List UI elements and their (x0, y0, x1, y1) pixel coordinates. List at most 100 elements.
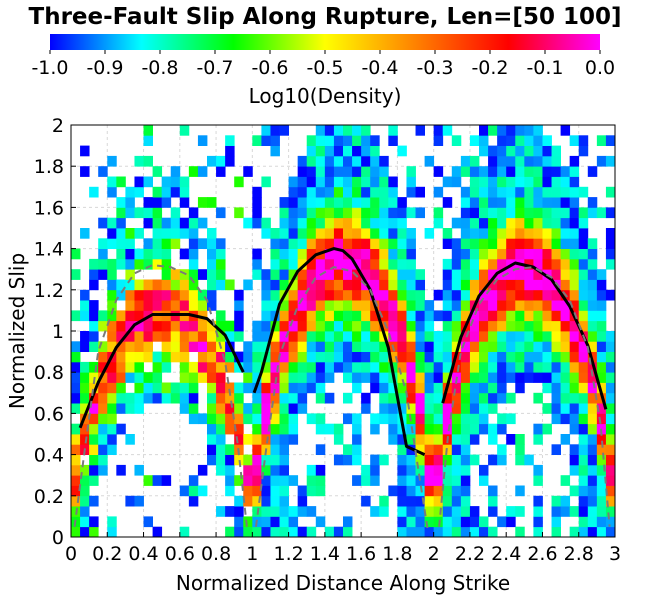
heatmap-cell (451, 516, 462, 528)
heatmap-cell (71, 475, 81, 486)
heatmap-cell (152, 392, 163, 404)
heatmap-cell (451, 506, 462, 517)
heatmap-cell (379, 413, 389, 425)
heatmap-cell (479, 186, 489, 198)
heatmap-cell (352, 279, 362, 291)
heatmap-cell (551, 248, 561, 260)
heatmap-cell (388, 125, 398, 136)
heatmap-cell (143, 176, 153, 188)
heatmap-cell (551, 320, 561, 332)
heatmap-cell (352, 289, 362, 301)
heatmap-cell (569, 413, 580, 425)
heatmap-cell (89, 279, 99, 291)
heatmap-cell (107, 331, 117, 342)
heatmap-cell (379, 351, 389, 363)
heatmap-cell (261, 228, 271, 239)
heatmap-cell (569, 331, 580, 342)
heatmap-cell (569, 351, 580, 363)
heatmap-cell (370, 331, 380, 342)
heatmap-cell (379, 392, 389, 404)
heatmap-cell (596, 269, 607, 280)
heatmap-cell (188, 228, 199, 239)
heatmap-cell (424, 434, 435, 445)
heatmap-cell (98, 382, 108, 394)
heatmap-cell (578, 516, 589, 528)
heatmap-cell (143, 125, 153, 136)
heatmap-cell (207, 279, 217, 291)
heatmap-cell (352, 372, 362, 383)
heatmap-cell (488, 372, 498, 383)
heatmap-cell (424, 413, 435, 425)
dashed-reference-curve (73, 264, 248, 527)
heatmap-cell (379, 300, 389, 311)
heatmap-cell (533, 423, 543, 435)
heatmap-cell (352, 351, 362, 363)
heatmap-cell (143, 279, 153, 291)
colorbar-tick-label: -0.2 (471, 57, 508, 79)
heatmap-cell (433, 125, 444, 136)
heatmap-cell (107, 434, 117, 445)
heatmap-cell (424, 516, 435, 528)
heatmap-cell (306, 320, 317, 332)
heatmap-cell (207, 238, 217, 249)
heatmap-cell (424, 423, 435, 435)
heatmap-cell (279, 320, 289, 332)
heatmap-cell (207, 361, 217, 373)
heatmap-cell (306, 228, 317, 239)
heatmap-cell (134, 341, 144, 352)
heatmap-cell (578, 300, 589, 311)
heatmap-cell (506, 434, 516, 445)
heatmap-cell (605, 413, 615, 425)
heatmap-cell (479, 269, 489, 280)
heatmap-cell (587, 207, 598, 219)
heatmap-cell (533, 176, 543, 188)
heatmap-cell (388, 238, 398, 249)
heatmap-cell (89, 269, 99, 280)
heatmap-cell (542, 361, 552, 373)
heatmap-cell (596, 495, 607, 507)
heatmap-cell (261, 331, 271, 342)
heatmap-cell (197, 197, 208, 208)
heatmap-cell (170, 279, 181, 291)
heatmap-cell (488, 361, 498, 373)
heatmap-cell (234, 361, 244, 373)
heatmap-cell (397, 526, 407, 537)
heatmap-cell (560, 351, 571, 363)
heatmap-cell (460, 475, 471, 486)
heatmap-cell (587, 413, 598, 425)
heatmap-cell (596, 135, 607, 146)
heatmap-cell (406, 506, 416, 517)
heatmap-cell (188, 238, 199, 249)
heatmap-cell (379, 176, 389, 188)
heatmap-cell (134, 289, 144, 301)
heatmap-cell (116, 289, 126, 301)
heatmap-cell (515, 135, 525, 146)
heatmap-cell (460, 464, 471, 476)
heatmap-cell (442, 495, 453, 507)
heatmap-cell (469, 197, 480, 208)
heatmap-cell (578, 485, 589, 497)
heatmap-cell (107, 155, 117, 167)
heatmap-cell (80, 300, 90, 311)
heatmap-cell (161, 361, 172, 373)
heatmap-cell (197, 351, 208, 363)
heatmap-cell (161, 382, 172, 394)
heatmap-cell (343, 331, 353, 342)
heatmap-cell (515, 217, 525, 229)
heatmap-cell (297, 217, 308, 229)
heatmap-cell (524, 125, 534, 136)
heatmap-cell (497, 176, 507, 188)
heatmap-cell (479, 135, 489, 146)
heatmap-cell (506, 310, 516, 322)
heatmap-cell (479, 331, 489, 342)
heatmap-cell (361, 331, 371, 342)
heatmap-cell (451, 464, 462, 476)
heatmap-cell (442, 361, 453, 373)
heatmap-cell (460, 382, 471, 394)
heatmap-cell (225, 145, 235, 157)
heatmap-cell (361, 248, 371, 260)
heatmap-cell (179, 279, 190, 291)
heatmap-cell (288, 351, 299, 363)
heatmap-cell (460, 413, 471, 425)
heatmap-cell (388, 135, 398, 146)
